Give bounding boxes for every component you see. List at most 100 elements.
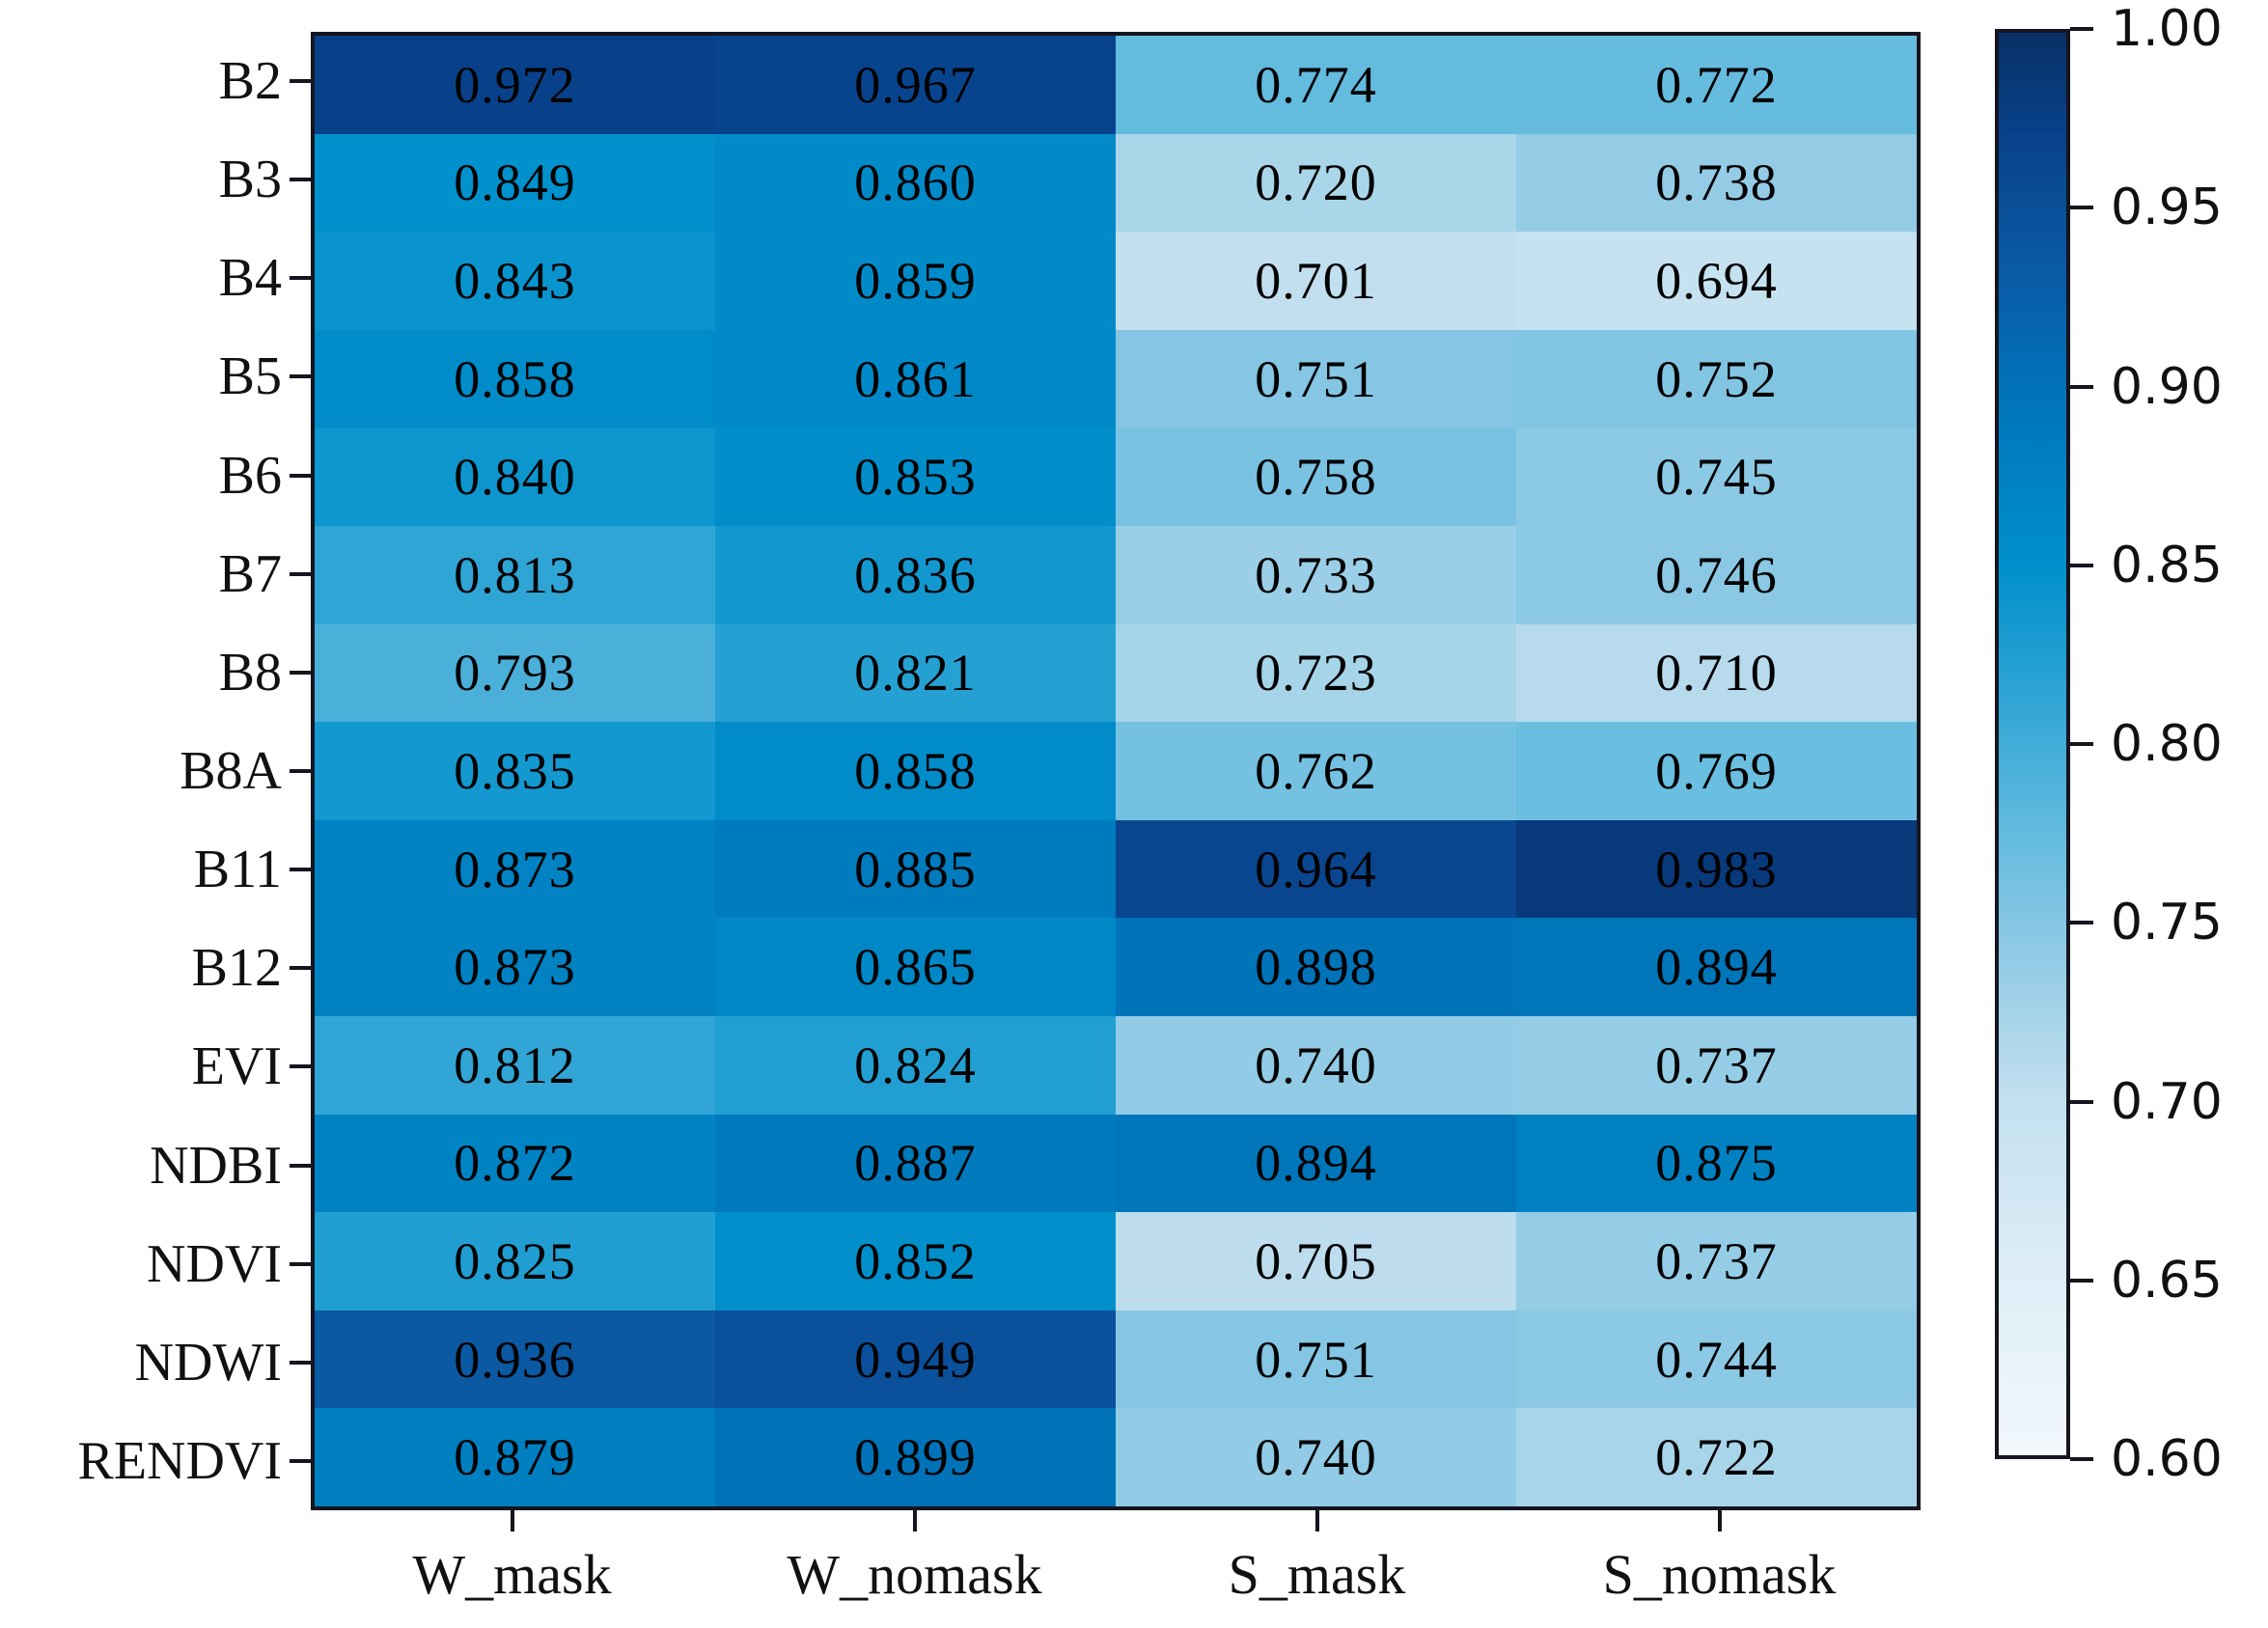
y-tick-label: B6	[218, 445, 282, 506]
y-tick-label: B7	[218, 543, 282, 604]
colorbar-tick-label: 0.85	[2111, 536, 2223, 594]
y-tick-mark	[290, 1458, 311, 1463]
heatmap-cell: 0.710	[1516, 623, 1917, 723]
colorbar-tick-mark	[2070, 1457, 2093, 1461]
y-tick-mark	[290, 1360, 311, 1365]
heatmap-row: 0.835 0.858 0.762 0.769	[315, 722, 1917, 820]
heatmap-cell: 0.705	[1116, 1212, 1516, 1311]
heatmap-cell: 0.852	[715, 1212, 1116, 1311]
heatmap-row: 0.793 0.821 0.723 0.710	[315, 623, 1917, 723]
colorbar-tick-mark	[2070, 1278, 2093, 1283]
y-tick-label: NDVI	[147, 1233, 282, 1294]
heatmap-cell: 0.972	[315, 36, 715, 134]
heatmap-cell: 0.835	[315, 722, 715, 820]
heatmap-cell: 0.859	[715, 232, 1116, 330]
heatmap-cell: 0.872	[315, 1114, 715, 1213]
x-tick-label: S_nomask	[1602, 1543, 1837, 1606]
heatmap-cell: 0.983	[1516, 819, 1917, 919]
y-tick-mark	[290, 79, 311, 84]
heatmap-cell: 0.873	[315, 819, 715, 919]
y-tick-mark	[290, 1163, 311, 1168]
heatmap-row: 0.972 0.967 0.774 0.772	[315, 36, 1917, 134]
y-tick-mark	[290, 670, 311, 675]
heatmap-cell: 0.745	[1516, 428, 1917, 526]
heatmap-cell: 0.752	[1516, 329, 1917, 428]
colorbar-tick-label: 0.65	[2111, 1251, 2223, 1310]
heatmap-cell: 0.751	[1116, 329, 1516, 428]
y-tick-mark	[290, 966, 311, 971]
heatmap-cell: 0.812	[315, 1015, 715, 1115]
y-tick-label: B12	[191, 938, 282, 999]
heatmap-cell: 0.733	[1116, 525, 1516, 624]
colorbar-tick-label: 0.60	[2111, 1430, 2223, 1488]
heatmap-row: 0.812 0.824 0.740 0.737	[315, 1015, 1917, 1115]
heatmap-cell: 0.746	[1516, 525, 1917, 624]
heatmap-cell: 0.772	[1516, 36, 1917, 134]
heatmap-cell: 0.723	[1116, 623, 1516, 723]
heatmap-row: 0.873 0.865 0.898 0.894	[315, 918, 1917, 1016]
heatmap-cell: 0.824	[715, 1015, 1116, 1115]
colorbar-tick-label: 0.70	[2111, 1072, 2223, 1131]
colorbar	[1995, 29, 2070, 1459]
heatmap-cell: 0.840	[315, 428, 715, 526]
x-tick-mark	[912, 1510, 917, 1531]
y-tick-mark	[290, 868, 311, 872]
x-tick-mark	[510, 1510, 514, 1531]
heatmap-cell: 0.821	[715, 623, 1116, 723]
heatmap-cell: 0.744	[1516, 1310, 1917, 1409]
y-tick-mark	[290, 571, 311, 576]
heatmap-row: 0.849 0.860 0.720 0.738	[315, 133, 1917, 233]
y-tick-mark	[290, 473, 311, 478]
y-tick-label: EVI	[191, 1036, 282, 1097]
colorbar-gradient	[1999, 33, 2066, 1455]
heatmap-cell: 0.774	[1116, 36, 1516, 134]
heatmap-cell: 0.865	[715, 918, 1116, 1016]
y-tick-label: B4	[218, 248, 282, 309]
heatmap-cell: 0.967	[715, 36, 1116, 134]
heatmap-cell: 0.879	[315, 1408, 715, 1506]
heatmap-cell: 0.853	[715, 428, 1116, 526]
heatmap-cell: 0.899	[715, 1408, 1116, 1506]
heatmap-cell: 0.740	[1116, 1015, 1516, 1115]
heatmap-cell: 0.737	[1516, 1015, 1917, 1115]
heatmap-row: 0.840 0.853 0.758 0.745	[315, 428, 1917, 526]
heatmap-cell: 0.843	[315, 232, 715, 330]
y-tick-label: B3	[218, 150, 282, 210]
y-tick-mark	[290, 1064, 311, 1069]
y-tick-mark	[290, 178, 311, 182]
y-tick-label: B8	[218, 642, 282, 703]
heatmap-cell: 0.758	[1116, 428, 1516, 526]
heatmap-row: 0.872 0.887 0.894 0.875	[315, 1114, 1917, 1213]
heatmap-row: 0.858 0.861 0.751 0.752	[315, 329, 1917, 428]
heatmap-row: 0.825 0.852 0.705 0.737	[315, 1212, 1917, 1311]
heatmap-cell: 0.720	[1116, 133, 1516, 233]
y-tick-label: NDBI	[150, 1135, 282, 1196]
heatmap-cell: 0.836	[715, 525, 1116, 624]
colorbar-tick-label: 0.95	[2111, 179, 2223, 237]
colorbar-tick-label: 0.90	[2111, 357, 2223, 416]
y-tick-label: RENDVI	[77, 1430, 282, 1491]
y-tick-mark	[290, 1261, 311, 1266]
heatmap-row: 0.879 0.899 0.740 0.722	[315, 1408, 1917, 1506]
y-tick-label: B8A	[180, 741, 282, 801]
y-tick-label: B11	[193, 840, 282, 900]
colorbar-tick-mark	[2070, 921, 2093, 925]
heatmap-cell: 0.694	[1516, 232, 1917, 330]
heatmap-cell: 0.894	[1116, 1114, 1516, 1213]
heatmap-cell: 0.793	[315, 623, 715, 723]
colorbar-tick-label: 0.80	[2111, 715, 2223, 773]
x-tick-label: W_nomask	[787, 1543, 1042, 1606]
colorbar-tick-mark	[2070, 384, 2093, 389]
heatmap-cell: 0.813	[315, 525, 715, 624]
heatmap-cell: 0.825	[315, 1212, 715, 1311]
x-tick-label: S_mask	[1228, 1543, 1406, 1606]
heatmap-cell: 0.858	[715, 722, 1116, 820]
heatmap-cell: 0.894	[1516, 918, 1917, 1016]
heatmap-cell: 0.949	[715, 1310, 1116, 1409]
colorbar-tick-label: 1.00	[2111, 0, 2223, 58]
heatmap-cell: 0.762	[1116, 722, 1516, 820]
heatmap-cell: 0.875	[1516, 1114, 1917, 1213]
heatmap-cell: 0.964	[1116, 819, 1516, 919]
colorbar-tick-mark	[2070, 27, 2093, 31]
heatmap-cell: 0.898	[1116, 918, 1516, 1016]
